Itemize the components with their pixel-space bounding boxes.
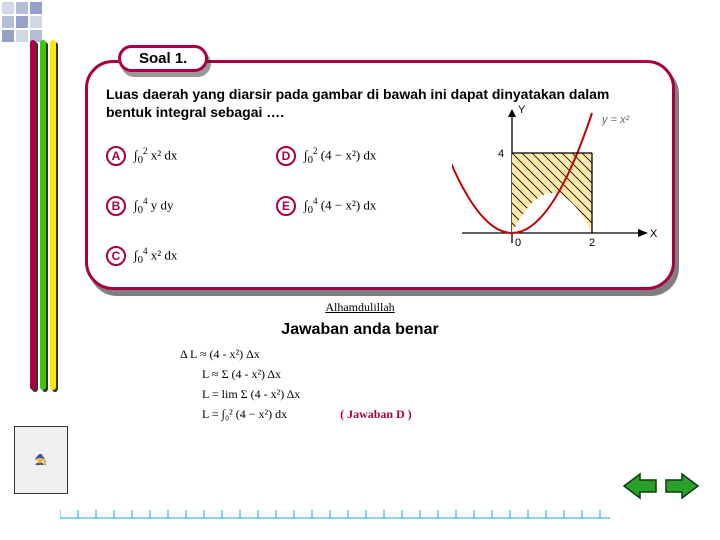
question-badge: Soal 1.	[118, 45, 208, 72]
option-integral: ∫04 x² dx	[134, 246, 177, 266]
option-integral: ∫04 y dy	[134, 196, 174, 216]
parabola-chart: Y X 4 0 2 y = x²	[452, 103, 662, 263]
option-e[interactable]: E ∫04 (4 − x²) dx	[276, 181, 376, 231]
option-integral: ∫04 (4 − x²) dx	[304, 196, 376, 216]
step-2: L ≈ Σ (4 - x²) Δx	[202, 367, 600, 382]
badge-label: Soal 1.	[139, 50, 187, 67]
curve-label: y = x²	[601, 114, 630, 126]
option-letter: D	[276, 146, 296, 166]
x-tick-2: 2	[589, 237, 595, 249]
bottom-ruler	[60, 506, 610, 520]
option-letter: E	[276, 196, 296, 216]
step-1: Δ L ≈ (4 - x²) Δx	[180, 347, 600, 362]
question-card: Soal 1. Luas daerah yang diarsir pada ga…	[85, 60, 675, 290]
answer-tag: ( Jawaban D )	[340, 407, 412, 421]
prev-button[interactable]	[622, 472, 658, 500]
mascot-icon: 🧙	[14, 426, 68, 494]
step-3: L = lim Σ (4 - x²) Δx	[202, 387, 600, 402]
left-decorative-bars	[30, 40, 60, 390]
option-d[interactable]: D ∫02 (4 − x²) dx	[276, 131, 376, 181]
correct-message: Jawaban anda benar	[120, 321, 600, 339]
feedback-panel: Alhamdulillah Jawaban anda benar Δ L ≈ (…	[120, 300, 600, 427]
y-tick-4: 4	[498, 148, 504, 160]
y-axis-label: Y	[518, 104, 526, 116]
step-4: L = ∫₀² (4 − x²) dx ( Jawaban D )	[202, 407, 600, 422]
next-button[interactable]	[664, 472, 700, 500]
nav-controls	[622, 472, 700, 500]
alhamdulillah-text: Alhamdulillah	[120, 300, 600, 315]
x-axis-label: X	[650, 228, 658, 240]
option-integral: ∫02 x² dx	[134, 146, 177, 166]
x-origin: 0	[515, 237, 521, 249]
option-letter: B	[106, 196, 126, 216]
option-integral: ∫02 (4 − x²) dx	[304, 146, 376, 166]
corner-decoration	[2, 2, 42, 42]
option-letter: C	[106, 246, 126, 266]
solution-steps: Δ L ≈ (4 - x²) Δx L ≈ Σ (4 - x²) Δx L = …	[180, 347, 600, 422]
option-letter: A	[106, 146, 126, 166]
